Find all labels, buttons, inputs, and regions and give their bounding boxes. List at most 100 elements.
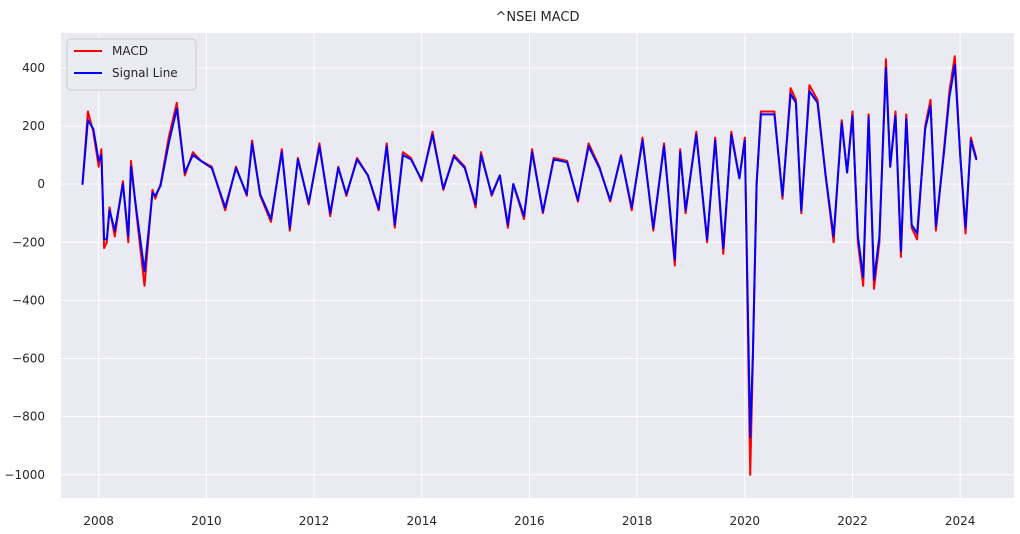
data-point (795, 101, 797, 104)
data-point (673, 264, 676, 267)
data-point (307, 203, 310, 206)
data-point (975, 158, 978, 161)
data-point (652, 226, 655, 229)
data-point (970, 139, 972, 142)
data-point (620, 154, 622, 157)
data-point (393, 226, 396, 229)
data-point (916, 238, 918, 241)
data-point (663, 142, 665, 145)
data-point (183, 171, 186, 174)
data-point (730, 133, 733, 136)
data-point (577, 200, 579, 203)
data-point (679, 151, 682, 154)
data-point (894, 114, 897, 117)
data-point (453, 154, 455, 157)
data-point (873, 287, 875, 290)
data-point (905, 113, 908, 116)
data-point (431, 130, 434, 133)
data-point (122, 183, 124, 186)
data-point (442, 187, 445, 190)
data-point (159, 184, 162, 187)
data-point (552, 158, 555, 161)
data-point (531, 148, 533, 151)
data-point (964, 226, 967, 229)
data-point (542, 212, 544, 215)
y-tick-label: 200 (22, 119, 45, 133)
data-point (760, 113, 762, 116)
data-point (929, 98, 932, 101)
data-point (224, 206, 227, 209)
data-point (808, 84, 811, 87)
data-point (431, 133, 434, 136)
data-point (840, 122, 843, 124)
data-point (873, 279, 875, 281)
data-point (531, 151, 533, 154)
data-point (345, 194, 348, 197)
data-point (463, 167, 466, 170)
x-tick-label: 2010 (191, 514, 222, 528)
data-point (345, 193, 348, 196)
data-point (474, 206, 477, 209)
data-point (824, 174, 827, 177)
data-point (924, 127, 927, 130)
data-point (706, 238, 708, 241)
data-point (105, 241, 108, 244)
series-signal-line (81, 64, 978, 438)
data-point (498, 174, 501, 177)
data-point (781, 197, 784, 200)
data-point (297, 157, 299, 159)
x-tick-label: 2012 (299, 514, 330, 528)
data-point (943, 151, 945, 154)
data-point (542, 210, 544, 213)
y-tick-label: −200 (12, 235, 45, 249)
data-point (235, 165, 237, 168)
data-point (840, 119, 843, 122)
data-point (808, 90, 811, 92)
x-tick-label: 2016 (514, 514, 545, 528)
data-point (916, 232, 918, 235)
data-point (714, 136, 717, 139)
y-tick-label: −400 (12, 293, 45, 307)
data-point (889, 165, 892, 168)
data-point (135, 209, 138, 212)
y-tick-label: −1000 (4, 468, 45, 482)
data-point (393, 223, 396, 226)
data-point (929, 104, 932, 107)
data-point (684, 212, 687, 215)
data-point (377, 209, 380, 212)
data-point (857, 235, 859, 238)
data-point (87, 110, 89, 113)
data-point (743, 139, 746, 142)
data-point (800, 212, 803, 215)
data-point (885, 67, 887, 69)
data-point (755, 183, 758, 186)
data-point (105, 238, 108, 241)
data-point (878, 235, 881, 238)
data-point (154, 197, 157, 200)
data-point (113, 235, 116, 238)
data-point (192, 151, 194, 154)
data-point (318, 142, 321, 145)
data-point (183, 174, 186, 177)
data-point (402, 151, 404, 154)
y-tick-label: 0 (37, 177, 45, 191)
data-point (87, 119, 89, 122)
data-point (270, 221, 272, 223)
data-point (245, 193, 248, 196)
y-tick-label: −800 (12, 410, 45, 424)
data-point (552, 157, 555, 159)
data-point (953, 55, 956, 58)
data-point (377, 207, 380, 210)
legend-label: MACD (112, 44, 148, 58)
data-point (507, 226, 509, 229)
data-point (224, 209, 227, 212)
data-point (641, 136, 644, 139)
data-point (953, 64, 956, 66)
x-tick-label: 2024 (945, 514, 976, 528)
data-point (851, 110, 854, 113)
data-point (175, 101, 178, 104)
data-point (210, 167, 213, 170)
data-point (329, 212, 332, 215)
data-point (151, 191, 154, 194)
data-point (851, 114, 854, 117)
